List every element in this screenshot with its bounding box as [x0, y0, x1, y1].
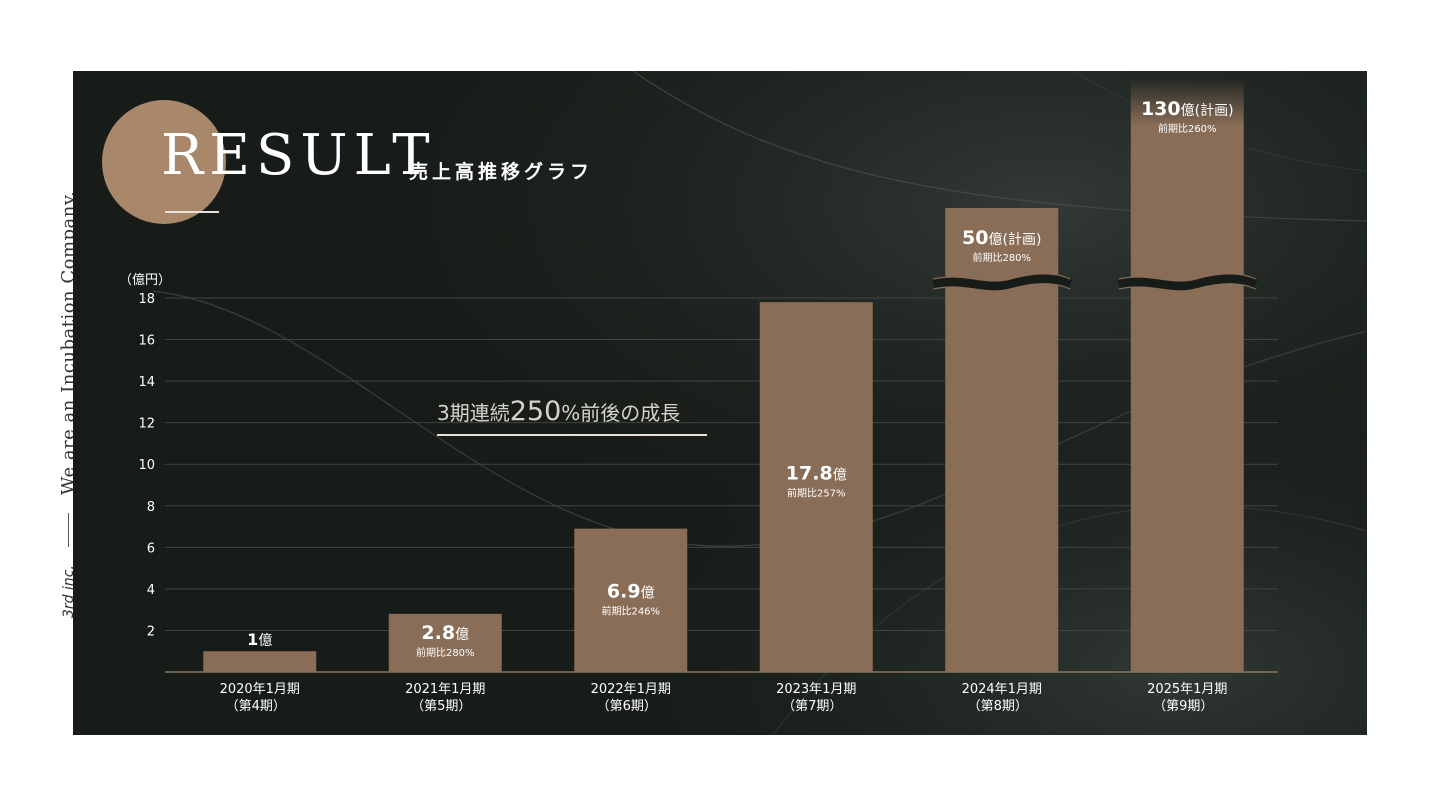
bar-value-label: 17.8億	[786, 463, 847, 485]
x-tick-label: 2023年1月期	[776, 682, 856, 697]
title-underline	[165, 211, 219, 213]
bar	[203, 651, 317, 672]
x-tick-sublabel: （第9期）	[1153, 699, 1213, 714]
y-tick-label: 14	[138, 375, 155, 390]
x-tick-sublabel: （第8期）	[968, 699, 1028, 714]
y-tick-label: 16	[138, 334, 155, 349]
axis-break-line	[1118, 283, 1257, 292]
x-tick-sublabel: （第4期）	[226, 699, 286, 714]
bar	[388, 613, 502, 672]
bar-value-label: 2.8億	[421, 622, 469, 644]
x-tick-label: 2020年1月期	[220, 682, 300, 697]
growth-annotation-prefix: 3期連続	[437, 401, 510, 425]
y-tick-label: 12	[138, 417, 155, 432]
x-tick-label: 2025年1月期	[1147, 682, 1227, 697]
y-tick-label: 4	[147, 583, 155, 598]
side-brand-strip: 3rd inc. We are an Incubation Company.	[22, 0, 79, 810]
axis-break-line	[1118, 273, 1257, 282]
bar-growth-label: 前期比257%	[787, 487, 846, 500]
axis-break-gap	[932, 274, 1073, 291]
bar-value-label: 1億	[247, 630, 272, 649]
bar	[574, 528, 688, 672]
y-tick-label: 2	[147, 624, 155, 639]
axis-break-gap	[1117, 274, 1258, 291]
page-subtitle: 売上高推移グラフ	[409, 161, 594, 183]
axis-break-line	[933, 283, 1071, 292]
x-tick-sublabel: （第6期）	[597, 699, 657, 714]
bar-value-label: 50億(計画)	[962, 227, 1041, 249]
side-divider	[68, 513, 69, 548]
growth-annotation-underline	[437, 434, 707, 436]
title-accent-circle	[102, 100, 226, 224]
x-tick-sublabel: （第7期）	[782, 699, 842, 714]
bar-growth-label: 前期比260%	[1158, 122, 1217, 135]
y-tick-label: 6	[147, 541, 155, 556]
bar-growth-label: 前期比280%	[416, 646, 475, 659]
y-tick-label: 8	[147, 500, 155, 515]
growth-annotation: 3期連続250%前後の成長	[437, 396, 680, 427]
bar-value-label: 6.9億	[607, 580, 655, 602]
chart-panel: RESULT 売上高推移グラフ （億円） 2 4 6 8 10 12 14 16 18 1億 202…	[73, 71, 1367, 735]
growth-annotation-number: 250	[510, 396, 562, 427]
y-axis-unit-label: （億円）	[119, 272, 171, 288]
y-tick-label: 18	[138, 292, 155, 307]
bar	[759, 302, 873, 672]
bar-growth-label: 前期比280%	[972, 251, 1031, 264]
axis-break-line	[933, 273, 1071, 282]
x-tick-label: 2022年1月期	[591, 682, 671, 697]
page-title: RESULT	[161, 123, 436, 188]
x-tick-sublabel: （第5期）	[411, 699, 471, 714]
y-tick-label: 10	[138, 458, 155, 473]
bar	[1130, 79, 1244, 672]
x-tick-label: 2021年1月期	[405, 682, 485, 697]
growth-annotation-suffix: %前後の成長	[561, 401, 680, 425]
bar-growth-label: 前期比246%	[601, 604, 660, 617]
bar-value-label: 130億(計画)	[1141, 98, 1234, 120]
x-tick-label: 2024年1月期	[962, 682, 1042, 697]
